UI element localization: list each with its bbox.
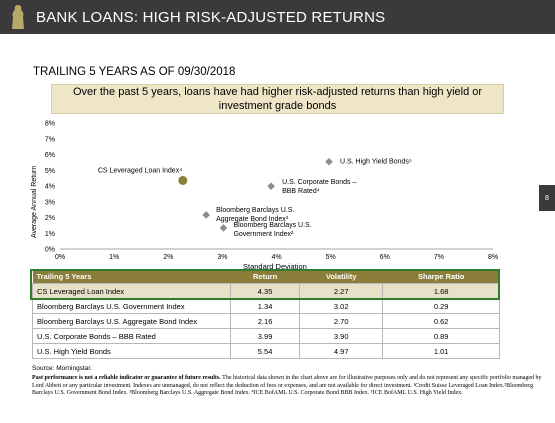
row-return: 4.35 (229, 283, 301, 299)
table-row: U.S. Corporate Bonds – BBB Rated 3.99 3.… (32, 328, 500, 344)
disclaimer-text: The historical data shown in the chart a… (32, 375, 542, 397)
x-tick-label: 0% (55, 254, 65, 261)
table-row: U.S. High Yield Bonds 5.54 4.97 1.01 (32, 343, 500, 359)
x-tick-label: 7% (434, 254, 444, 261)
row-sharpe: 0.29 (382, 298, 500, 314)
header-bar: BANK LOANS: HIGH RISK-ADJUSTED RETURNS (0, 0, 555, 34)
source-note: Source: Morningstar. (32, 365, 92, 372)
row-volatility: 2.27 (299, 283, 384, 299)
row-volatility: 3.90 (299, 328, 384, 344)
x-tick-label: 5% (326, 254, 336, 261)
row-name: Bloomberg Barclays U.S. Aggregate Bond I… (32, 313, 231, 329)
callout-box: Over the past 5 years, loans have had hi… (51, 84, 504, 114)
row-name: U.S. High Yield Bonds (32, 343, 231, 359)
data-point-diamond (202, 211, 210, 219)
table-row: CS Leveraged Loan Index 4.35 2.27 1.68 (32, 283, 500, 299)
row-return: 3.99 (229, 328, 301, 344)
y-tick-label: 0% (45, 247, 55, 254)
row-name: CS Leveraged Loan Index (32, 283, 231, 299)
x-tick-label: 4% (271, 254, 281, 261)
disclaimer-bold: Past performance is not a reliable indic… (32, 375, 221, 381)
row-volatility: 2.70 (299, 313, 384, 329)
y-tick-label: 8% (45, 121, 55, 128)
highlight-box (30, 269, 500, 300)
data-point-label: Government Index² (233, 231, 294, 238)
table-row: Bloomberg Barclays U.S. Government Index… (32, 298, 500, 314)
data-point-label: Bloomberg Barclays U.S. (233, 222, 311, 229)
y-tick-label: 7% (45, 136, 55, 143)
data-point-label: Aggregate Bond Index³ (216, 216, 289, 223)
row-name: U.S. Corporate Bonds – BBB Rated (32, 328, 231, 344)
data-point-circle (178, 175, 188, 185)
data-point-label: U.S. Corporate Bonds – (282, 179, 356, 186)
y-tick-label: 1% (45, 231, 55, 238)
y-tick-label: 4% (45, 184, 55, 191)
data-point-diamond (267, 182, 275, 190)
page-title: BANK LOANS: HIGH RISK-ADJUSTED RETURNS (36, 9, 386, 26)
row-sharpe: 1.68 (382, 283, 500, 299)
data-point-label: U.S. High Yield Bonds⁵ (340, 159, 412, 166)
data-point-diamond (219, 224, 228, 232)
y-tick-label: 2% (45, 215, 55, 222)
x-tick-label: 1% (109, 254, 119, 261)
col-header-name: Trailing 5 Years (32, 269, 231, 284)
statue-logo-icon (12, 5, 24, 29)
table-row: Bloomberg Barclays U.S. Aggregate Bond I… (32, 313, 500, 329)
scatter-chart: 0% 1% 2% 3% 4% 5% 6% 7% 8% 0% 1% 2% 3% 4% 5% 6% 7% 8% CS L… (45, 121, 498, 262)
table-header-row: Trailing 5 Years Return Volatility Sharp… (32, 269, 500, 284)
y-tick-label: 5% (45, 168, 55, 175)
data-point-label: CS Leveraged Loan Index⁴ (98, 167, 182, 174)
y-tick-label: 6% (45, 152, 55, 159)
row-return: 1.34 (229, 298, 301, 314)
row-sharpe: 0.62 (382, 313, 500, 329)
x-tick-label: 6% (380, 254, 390, 261)
row-sharpe: 0.89 (382, 328, 500, 344)
data-point-label: Bloomberg Barclays U.S. (216, 207, 294, 214)
returns-table: Trailing 5 Years Return Volatility Sharp… (32, 269, 500, 359)
col-header-return: Return (230, 269, 300, 284)
page-number: 8 (539, 185, 555, 211)
chart-subtitle: TRAILING 5 YEARS AS OF 09/30/2018 (33, 66, 236, 78)
x-tick-label: 2% (163, 254, 173, 261)
y-tick-label: 3% (45, 199, 55, 206)
row-volatility: 3.02 (299, 298, 384, 314)
x-tick-label: 3% (217, 254, 227, 261)
row-return: 5.54 (229, 343, 301, 359)
disclaimer: Past performance is not a reliable indic… (32, 375, 552, 398)
row-return: 2.16 (229, 313, 301, 329)
data-point-label: BBB Rated⁴ (282, 188, 320, 195)
row-sharpe: 1.01 (382, 343, 500, 359)
col-header-sharpe: Sharpe Ratio (382, 269, 500, 284)
row-name: Bloomberg Barclays U.S. Government Index (32, 298, 231, 314)
y-axis-title: Average Annual Return (31, 165, 38, 238)
row-volatility: 4.97 (299, 343, 384, 359)
col-header-volatility: Volatility (299, 269, 383, 284)
x-tick-label: 8% (488, 254, 498, 261)
data-point-diamond (325, 157, 333, 166)
x-axis-title: Standard Deviation (243, 262, 307, 271)
